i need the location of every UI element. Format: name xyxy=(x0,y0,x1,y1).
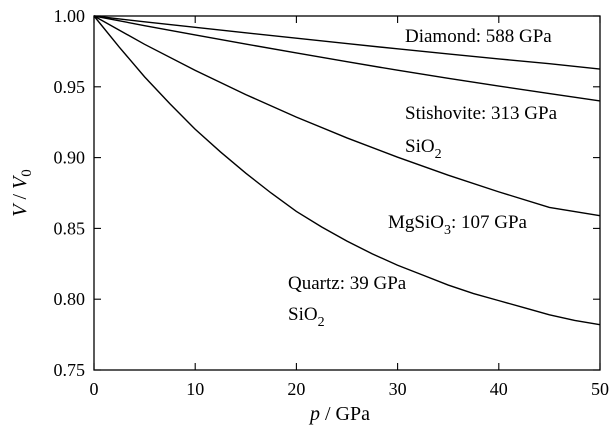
y-tick-label: 0.85 xyxy=(54,218,86,238)
y-tick-label: 0.75 xyxy=(54,360,86,380)
y-axis-title: V / V0 xyxy=(9,169,35,217)
label-stishovite: Stishovite: 313 GPa xyxy=(405,103,558,124)
label-diamond: Diamond: 588 GPa xyxy=(405,26,552,47)
quartz-curve xyxy=(93,15,601,326)
x-tick-label: 0 xyxy=(90,379,99,399)
y-tick-label: 1.00 xyxy=(54,6,86,26)
label-stishovite-formula: SiO2 xyxy=(405,136,442,162)
y-tick-label: 0.80 xyxy=(54,289,86,309)
x-axis-title: p / GPa xyxy=(308,403,370,425)
label-mgsio3: MgSiO3: 107 GPa xyxy=(388,212,528,238)
curves-layer xyxy=(93,15,601,326)
y-tick-label: 0.90 xyxy=(54,148,86,168)
x-tick-label: 20 xyxy=(287,379,305,399)
y-ticks: 0.75 0.80 0.85 0.90 0.95 1.00 xyxy=(54,6,600,380)
x-tick-label: 40 xyxy=(490,379,508,399)
x-ticks: 0 10 20 30 40 50 xyxy=(90,16,609,399)
stishovite-curve xyxy=(93,15,601,102)
diamond-curve xyxy=(93,15,601,70)
x-tick-label: 10 xyxy=(186,379,204,399)
mgsio3-curve xyxy=(93,15,601,217)
label-quartz-formula: SiO2 xyxy=(288,304,325,330)
label-quartz: Quartz: 39 GPa xyxy=(288,273,407,294)
y-tick-label: 0.95 xyxy=(54,77,86,97)
y-axis-title-group: V / V0 xyxy=(9,169,35,217)
plot-frame xyxy=(93,15,601,371)
x-tick-label: 30 xyxy=(389,379,407,399)
x-tick-label: 50 xyxy=(591,379,609,399)
